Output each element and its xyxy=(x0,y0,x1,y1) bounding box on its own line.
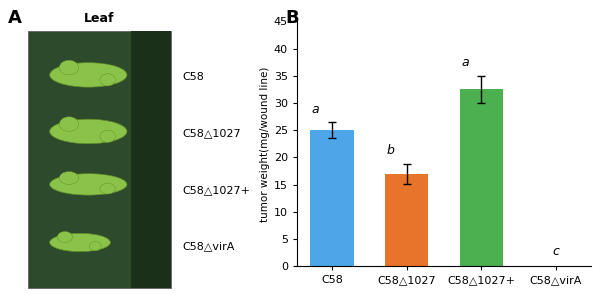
Ellipse shape xyxy=(57,231,73,242)
Text: C58△1027: C58△1027 xyxy=(182,129,241,138)
Text: C58△1027+: C58△1027+ xyxy=(182,185,250,195)
Bar xyxy=(310,130,353,266)
Text: C58△virA: C58△virA xyxy=(182,241,235,252)
Bar xyxy=(460,89,503,266)
Ellipse shape xyxy=(50,63,127,87)
Bar xyxy=(385,174,428,266)
Text: b: b xyxy=(386,144,394,157)
Text: Leaf: Leaf xyxy=(84,12,115,25)
Text: C58: C58 xyxy=(182,72,204,82)
Ellipse shape xyxy=(59,117,79,132)
Ellipse shape xyxy=(50,119,127,144)
Ellipse shape xyxy=(50,233,110,252)
Bar xyxy=(28,31,171,288)
Text: a: a xyxy=(461,56,469,69)
Ellipse shape xyxy=(50,174,127,195)
Ellipse shape xyxy=(89,241,101,251)
Text: B: B xyxy=(286,9,299,27)
Ellipse shape xyxy=(100,183,115,194)
Y-axis label: tumor weight(mg/wound line): tumor weight(mg/wound line) xyxy=(260,66,269,222)
Text: c: c xyxy=(553,245,559,258)
Text: a: a xyxy=(312,103,319,116)
Bar xyxy=(131,31,171,288)
Ellipse shape xyxy=(59,172,79,185)
Text: A: A xyxy=(8,9,22,27)
Ellipse shape xyxy=(100,74,115,86)
Ellipse shape xyxy=(59,60,79,75)
Ellipse shape xyxy=(100,130,115,143)
